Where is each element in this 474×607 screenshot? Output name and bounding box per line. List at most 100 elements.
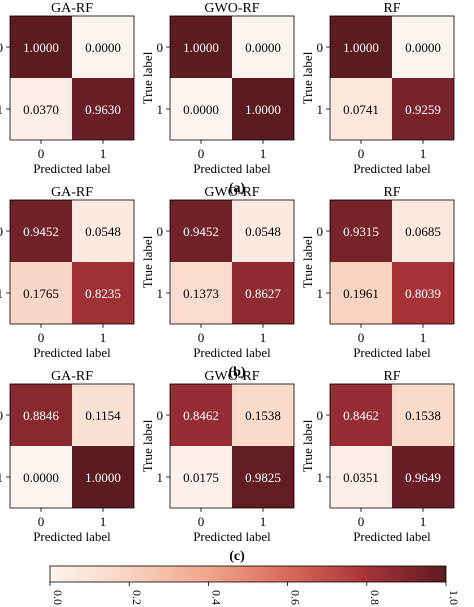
- panel-c-rf-cell-label-1-1: 0.9649: [405, 470, 441, 485]
- panel-b-rf-cell-label-0-1: 0.0685: [405, 224, 441, 239]
- panel-b-ga-rf-cell-0-1: [72, 200, 134, 262]
- panel-a-rf-ytick-label-0: 0: [317, 40, 324, 55]
- panel-b-ga-rf-cell-1-0: [10, 262, 72, 324]
- panel-c-ga-rf-cell-0-0: [10, 384, 72, 446]
- panel-a-rf-cell-label-1-1: 0.9259: [405, 102, 441, 117]
- panel-a-gwo-rf-cell-1-0: [170, 78, 232, 140]
- panel-c-gwo-rf-cell-1-1: [232, 446, 294, 508]
- colorbar-tick-label-3: 0.6: [289, 590, 303, 605]
- panel-c-ga-rf-cell-label-1-1: 1.0000: [85, 470, 121, 485]
- panel-a-rf-cell-1-1: [392, 78, 454, 140]
- panel-c-rf-title: RF: [383, 369, 400, 384]
- panel-b-ga-rf-title: GA-RF: [51, 185, 93, 200]
- panel-c-ga-rf-frame: [9, 383, 135, 509]
- panel-c-ga-rf-ytick-label-0: 0: [0, 408, 3, 423]
- panel-c-gwo-rf-frame: [169, 383, 295, 509]
- panel-b-rf-xtick-label-0: 0: [358, 330, 365, 345]
- panel-b-rf-frame: [329, 199, 455, 325]
- panel-c-rf-cell-label-0-0: 0.8462: [343, 408, 379, 423]
- panel-a-rf-ytick-label-1: 1: [317, 102, 324, 117]
- panel-a-rf-title: RF: [383, 1, 400, 16]
- panel-c-gwo-rf-cell-0-1: [232, 384, 294, 446]
- panel-a-ga-rf-cell-0-1: [72, 16, 134, 78]
- panel-a-ga-rf-cell-label-0-1: 0.0000: [85, 40, 121, 55]
- panel-a-ga-rf-cell-1-1: [72, 78, 134, 140]
- panel-b-ga-rf-ytick-label-0: 0: [0, 224, 3, 239]
- panel-c-rf-cell-0-1: [392, 384, 454, 446]
- panel-a-rf-xlabel: Predicted label: [353, 161, 431, 176]
- panel-b-ga-rf-cell-label-1-1: 0.8235: [85, 286, 121, 301]
- panel-a-gwo-rf-frame: [169, 15, 295, 141]
- colorbar-tick-label-4: 0.8: [368, 590, 382, 605]
- panel-a-gwo-rf-cell-label-0-1: 0.0000: [245, 40, 281, 55]
- panel-c-gwo-rf-ylabel: True label: [140, 419, 155, 472]
- panel-c-ga-rf-ytick-label-1: 1: [0, 470, 3, 485]
- panel-c-gwo-rf-ytick-label-1: 1: [157, 470, 164, 485]
- panel-a-gwo-rf-cell-label-0-0: 1.0000: [183, 40, 219, 55]
- panel-c-rf-ytick-label-0: 0: [317, 408, 324, 423]
- panel-a-rf-cell-label-0-1: 0.0000: [405, 40, 441, 55]
- panel-b-ga-rf-ytick-label-1: 1: [0, 286, 3, 301]
- panel-a-rf-xtick-label-1: 1: [420, 146, 427, 161]
- panel-b-ga-rf-cell-label-0-0: 0.9452: [23, 224, 59, 239]
- panel-a-rf-xtick-label-0: 0: [358, 146, 365, 161]
- panel-c-rf-cell-1-1: [392, 446, 454, 508]
- panel-a-ga-rf-title: GA-RF: [51, 1, 93, 16]
- panel-a-rf-ylabel: True label: [300, 51, 315, 104]
- panel-c-ga-rf-xlabel: Predicted label: [33, 529, 111, 544]
- panel-b-ga-rf-xlabel: Predicted label: [33, 345, 111, 360]
- panel-b-ga-rf-cell-label-1-0: 0.1765: [23, 286, 59, 301]
- panel-b-rf-ytick-label-1: 1: [317, 286, 324, 301]
- panel-b-rf-cell-0-1: [392, 200, 454, 262]
- panel-b-gwo-rf-xlabel: Predicted label: [193, 345, 271, 360]
- panel-c-ga-rf-cell-0-1: [72, 384, 134, 446]
- panel-b-gwo-rf-ytick-label-0: 0: [157, 224, 164, 239]
- panel-c-gwo-rf-cell-label-0-1: 0.1538: [245, 408, 281, 423]
- panel-c-ga-rf-cell-label-1-0: 0.0000: [23, 470, 59, 485]
- panel-b-rf-cell-0-0: [330, 200, 392, 262]
- panel-c-ga-rf-cell-1-1: [72, 446, 134, 508]
- panel-c-gwo-rf-cell-label-1-0: 0.0175: [183, 470, 219, 485]
- colorbar-tick-label-5: 1.0: [447, 590, 461, 605]
- panel-a-rf-cell-0-1: [392, 16, 454, 78]
- panel-b-ga-rf-frame: [9, 199, 135, 325]
- panel-c-ga-rf-cell-1-0: [10, 446, 72, 508]
- panel-b-gwo-rf-xtick-label-1: 1: [260, 330, 267, 345]
- panel-b-ga-rf-cell-0-0: [10, 200, 72, 262]
- panel-b-rf-cell-label-0-0: 0.9315: [343, 224, 379, 239]
- panel-a-ga-rf-cell-label-1-0: 0.0370: [23, 102, 59, 117]
- panel-a-ga-rf-xlabel: Predicted label: [33, 161, 111, 176]
- panel-b-gwo-rf-cell-label-0-0: 0.9452: [183, 224, 219, 239]
- panel-b-rf-xlabel: Predicted label: [353, 345, 431, 360]
- panel-a-ga-rf-ytick-label-0: 0: [0, 40, 3, 55]
- panel-c-gwo-rf-cell-label-0-0: 0.8462: [183, 408, 219, 423]
- panel-a-gwo-rf-xtick-label-1: 1: [260, 146, 267, 161]
- panel-b-rf-xtick-label-1: 1: [420, 330, 427, 345]
- panel-a-rf-cell-label-1-0: 0.0741: [343, 102, 379, 117]
- panel-a-ga-rf-cell-label-1-1: 0.9630: [85, 102, 121, 117]
- panel-b-gwo-rf-frame: [169, 199, 295, 325]
- panel-c-rf-frame: [329, 383, 455, 509]
- panel-a-gwo-rf-ylabel: True label: [140, 51, 155, 104]
- panel-b-gwo-rf-cell-label-1-1: 0.8627: [245, 286, 281, 301]
- panel-a-gwo-rf-cell-0-1: [232, 16, 294, 78]
- panel-b-rf-ylabel: True label: [300, 235, 315, 288]
- panel-a-gwo-rf-xlabel: Predicted label: [193, 161, 271, 176]
- panel-b-gwo-rf-cell-label-0-1: 0.0548: [245, 224, 281, 239]
- panel-a-ga-rf-cell-label-0-0: 1.0000: [23, 40, 59, 55]
- panel-c-rf-xtick-label-0: 0: [358, 514, 365, 529]
- panel-c-gwo-rf-cell-0-0: [170, 384, 232, 446]
- panel-c-ga-rf-cell-label-0-1: 0.1154: [85, 408, 121, 423]
- panel-c-rf-cell-label-0-1: 0.1538: [405, 408, 441, 423]
- panel-b-gwo-rf-cell-1-0: [170, 262, 232, 324]
- panel-c-ga-rf-xtick-label-1: 1: [100, 514, 107, 529]
- panel-c-rf-ytick-label-1: 1: [317, 470, 324, 485]
- panel-b-rf-ytick-label-0: 0: [317, 224, 324, 239]
- panel-b-gwo-rf-ylabel: True label: [140, 235, 155, 288]
- panel-a-gwo-rf-ytick-label-0: 0: [157, 40, 164, 55]
- panel-c-gwo-rf-xtick-label-1: 1: [260, 514, 267, 529]
- panel-c-ga-rf-xtick-label-0: 0: [38, 514, 45, 529]
- panel-a-gwo-rf-cell-1-1: [232, 78, 294, 140]
- panel-b-rf-cell-label-1-0: 0.1961: [343, 286, 379, 301]
